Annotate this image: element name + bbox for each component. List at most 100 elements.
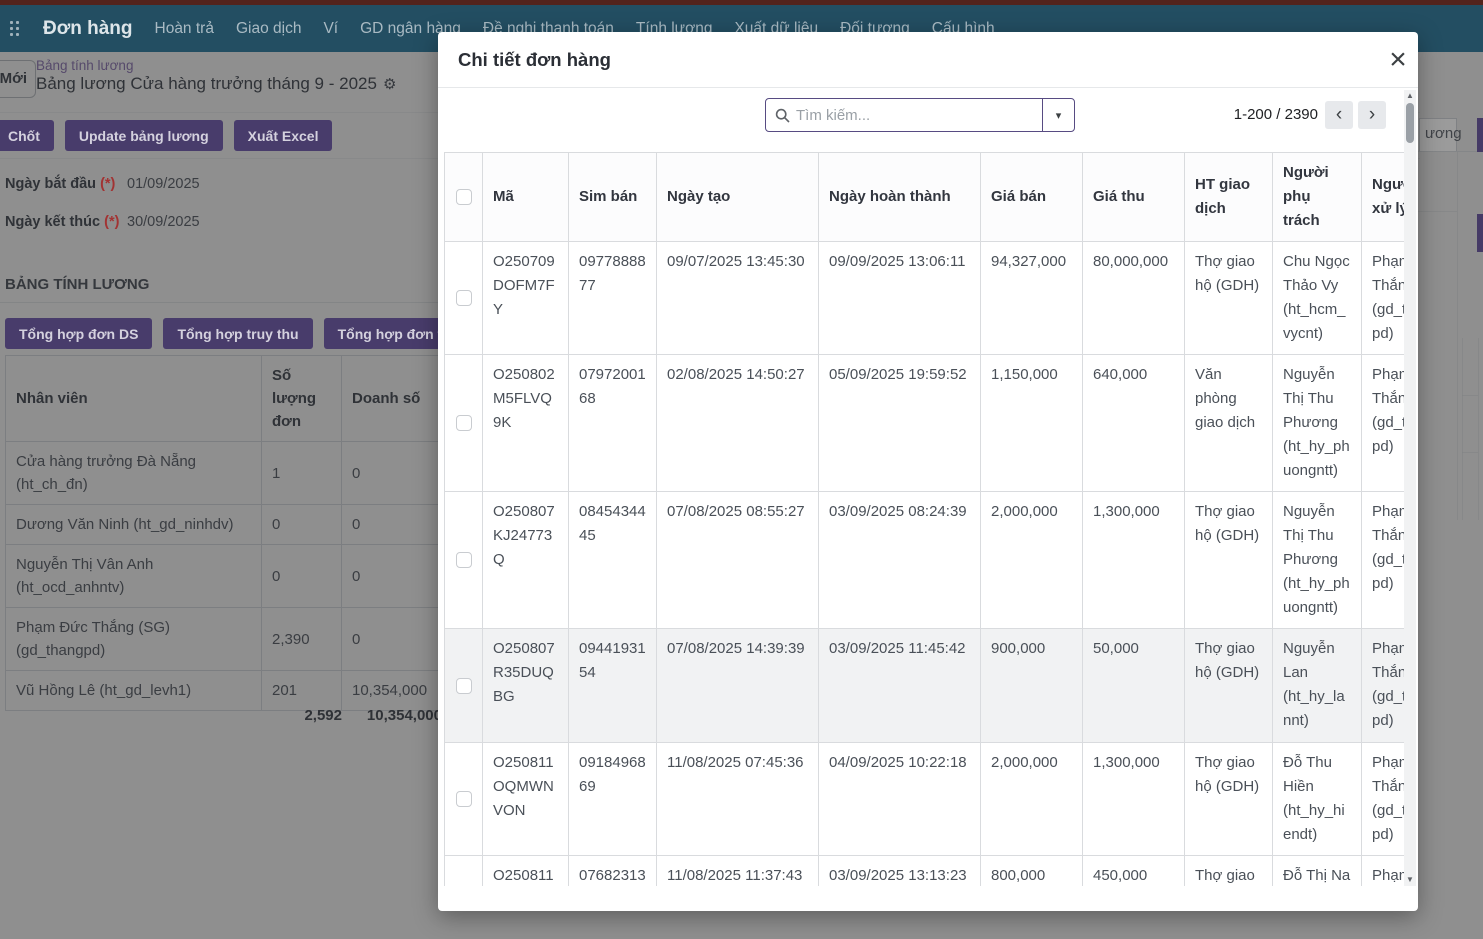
order-row[interactable]: O250802M5FLVQ9K 0797200168 02/08/2025 14… xyxy=(444,354,1404,492)
page-title: Bảng lương Cửa hàng trưởng tháng 9 - 202… xyxy=(36,74,396,94)
update-bang-luong-button[interactable]: Update bảng lương xyxy=(64,120,223,151)
xuat-excel-button[interactable]: Xuất Excel xyxy=(233,120,333,151)
tab-tong-hop-don-ds[interactable]: Tổng hợp đơn DS xyxy=(5,318,153,349)
clipped-background-tab[interactable]: ương xyxy=(1419,118,1462,151)
table-row[interactable]: Nguyễn Thị Vân Anh (ht_ocd_anhntv) 0 0 xyxy=(5,544,442,608)
cell-sales: 0 xyxy=(341,607,442,671)
cell-sales: 0 xyxy=(341,441,442,505)
col-ht-giao-dich: HT giao dịch xyxy=(1184,152,1273,242)
order-row[interactable]: O250709DOFM7FY 0977888877 09/07/2025 13:… xyxy=(444,241,1404,355)
clipped-background-button xyxy=(1477,214,1483,252)
cell-created: 11/08/2025 11:37:43 xyxy=(656,855,819,886)
cell-handler: Phạm Thắng (gd_thangpd) xyxy=(1361,855,1404,886)
cell-code: O250811OQMWNVON xyxy=(482,742,569,856)
app-menu-icon[interactable] xyxy=(10,21,19,36)
cell-sim: 0768231344 xyxy=(568,855,657,886)
cell-sim: 0845434445 xyxy=(568,491,657,629)
table-header-row: Nhân viên Số lượng đơn Doanh số xyxy=(5,355,442,442)
cell-assignee: Nguyễn Thị Thu Phương (ht_hy_phuongntt) xyxy=(1272,354,1362,492)
order-row-highlighted[interactable]: O250807R35DUQBG 0944193154 07/08/2025 14… xyxy=(444,628,1404,743)
cell-sale-price: 94,327,000 xyxy=(980,241,1083,355)
cell-buy-price: 640,000 xyxy=(1082,354,1185,492)
row-checkbox[interactable] xyxy=(455,791,472,808)
end-date-value[interactable]: 30/09/2025 xyxy=(127,214,200,230)
nav-item-vi[interactable]: Ví xyxy=(323,19,339,37)
start-date-label: Ngày bắt đầu xyxy=(5,176,97,192)
modal-scrollbar-thumb[interactable] xyxy=(1406,103,1414,143)
nav-item-giao-dich[interactable]: Giao dịch xyxy=(235,19,302,37)
field-start-date: Ngày bắt đầu (*) 01/09/2025 xyxy=(5,176,200,192)
table-row[interactable]: Vũ Hồng Lê (ht_gd_levh1) 201 10,354,000 xyxy=(5,670,442,711)
cell-handler: Phạm Thắng (gd_thangpd) xyxy=(1361,491,1404,629)
table-row[interactable]: Dương Văn Ninh (ht_gd_ninhdv) 0 0 xyxy=(5,504,442,545)
cell-method: Văn phòng giao dịch xyxy=(1184,354,1273,492)
col-sim-ban: Sim bán xyxy=(568,152,657,242)
search-input[interactable] xyxy=(796,106,1042,124)
cell-method: Thợ giao hộ (GDH) xyxy=(1184,855,1273,886)
table-row[interactable]: Cửa hàng trưởng Đà Nẵng (ht_ch_đn) 1 0 xyxy=(5,441,442,505)
background-line xyxy=(1462,395,1478,396)
gear-icon[interactable]: ⚙ xyxy=(382,76,397,93)
col-ma: Mã xyxy=(482,152,569,242)
tab-tong-hop-truy-thu[interactable]: Tổng hợp truy thu xyxy=(163,318,313,349)
cell-sim: 0977888877 xyxy=(568,241,657,355)
order-row[interactable]: O250807KJ24773Q 0845434445 07/08/2025 08… xyxy=(444,491,1404,629)
scroll-up-icon[interactable]: ▲ xyxy=(1404,90,1416,102)
order-row[interactable]: O250811OQMWNVON 0918496869 11/08/2025 07… xyxy=(444,742,1404,856)
chevron-right-icon[interactable]: › xyxy=(1358,101,1386,129)
pagination-range: 1-200 / 2390 xyxy=(1233,106,1318,123)
background-page: Mới Bảng tính lương Bảng lương Cửa hàng … xyxy=(0,52,1483,939)
background-line xyxy=(1418,151,1483,152)
nav-item-hoan-tra[interactable]: Hoàn trả xyxy=(154,19,214,37)
scroll-down-icon[interactable]: ▼ xyxy=(1404,874,1416,886)
table-row[interactable]: Phạm Đức Thắng (SG) (gd_thangpd) 2,390 0 xyxy=(5,607,442,671)
cell-orders: 1 xyxy=(261,441,342,505)
cell-handler: Phạm Thắng (gd_thangpd) xyxy=(1361,354,1404,492)
row-checkbox[interactable] xyxy=(455,677,472,694)
cell-sale-price: 1,150,000 xyxy=(980,354,1083,492)
modal-divider xyxy=(438,87,1418,88)
row-checkbox[interactable] xyxy=(455,290,472,307)
select-all-checkbox[interactable] xyxy=(455,189,472,206)
cell-sim: 0797200168 xyxy=(568,354,657,492)
cell-completed: 04/09/2025 10:22:18 xyxy=(818,742,981,856)
cell-completed: 03/09/2025 11:45:42 xyxy=(818,628,981,743)
search-filter-caret-icon[interactable]: ▾ xyxy=(1042,99,1074,131)
nav-item-don-hang[interactable]: Đơn hàng xyxy=(43,17,133,39)
search-box: ▾ xyxy=(765,98,1075,132)
order-table-container: Mã Sim bán Ngày tạo Ngày hoàn thành Giá … xyxy=(444,152,1404,886)
salary-table: Nhân viên Số lượng đơn Doanh số Cửa hàng… xyxy=(5,355,442,711)
cell-completed: 03/09/2025 13:13:23 xyxy=(818,855,981,886)
cell-buy-price: 1,300,000 xyxy=(1082,742,1185,856)
col-ngay-hoan-thanh: Ngày hoàn thành xyxy=(818,152,981,242)
new-button[interactable]: Mới xyxy=(0,60,36,98)
modal-scrollbar-track[interactable] xyxy=(1404,90,1416,886)
cell-code: O250807KJ24773Q xyxy=(482,491,569,629)
cell-handler: Phạm Thắng (gd_thangpd) xyxy=(1361,241,1404,355)
breadcrumb[interactable]: Bảng tính lương xyxy=(36,58,134,73)
cell-orders: 0 xyxy=(261,544,342,608)
section-divider xyxy=(0,302,440,303)
close-icon[interactable]: × xyxy=(1382,42,1414,78)
cell-buy-price: 50,000 xyxy=(1082,628,1185,743)
end-date-label: Ngày kết thúc xyxy=(5,214,101,230)
cell-code: O250807R35DUQBG xyxy=(482,628,569,743)
cell-buy-price: 1,300,000 xyxy=(1082,491,1185,629)
cell-code: O250802M5FLVQ9K xyxy=(482,354,569,492)
row-checkbox[interactable] xyxy=(455,415,472,432)
cell-code: O2508116VSHUEQ9 xyxy=(482,855,569,886)
col-nguoi-xu-ly: Người xử lý xyxy=(1361,152,1404,242)
cell-sales: 10,354,000 xyxy=(341,670,442,711)
cell-assignee: Đỗ Thị Na (ht_bh1_na xyxy=(1272,855,1362,886)
order-detail-table: Mã Sim bán Ngày tạo Ngày hoàn thành Giá … xyxy=(444,152,1404,886)
cell-assignee: Chu Ngọc Thảo Vy (ht_hcm_vycnt) xyxy=(1272,241,1362,355)
order-row[interactable]: O2508116VSHUEQ9 0768231344 11/08/2025 11… xyxy=(444,855,1404,886)
nav-item-gd-ngan-hang[interactable]: GD ngân hàng xyxy=(360,19,461,37)
row-checkbox[interactable] xyxy=(455,552,472,569)
start-date-value[interactable]: 01/09/2025 xyxy=(127,176,200,192)
chot-button[interactable]: Chốt xyxy=(0,120,54,151)
chevron-left-icon[interactable]: ‹ xyxy=(1325,101,1353,129)
cell-sale-price: 2,000,000 xyxy=(980,742,1083,856)
cell-assignee: Nguyễn Thị Thu Phương (ht_hy_phuongntt) xyxy=(1272,491,1362,629)
cell-employee: Vũ Hồng Lê (ht_gd_levh1) xyxy=(5,670,262,711)
